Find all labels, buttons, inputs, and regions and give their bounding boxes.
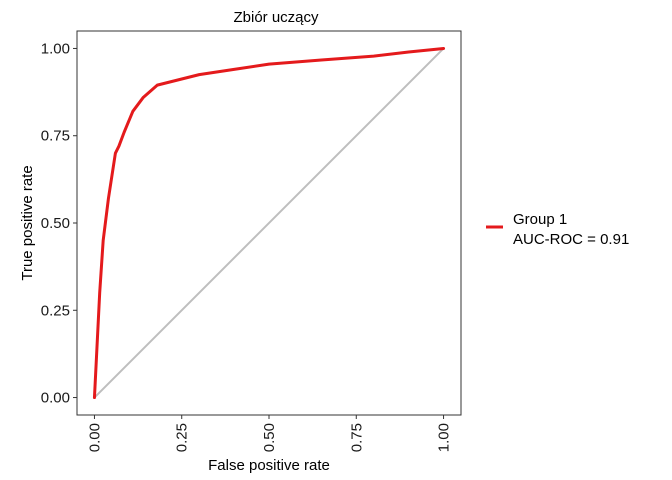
chart-title: Zbiór uczący	[233, 9, 319, 26]
y-tick-label: 0.00	[41, 390, 70, 407]
x-axis: 0.00 0.25 0.50 0.75 1.00	[86, 415, 453, 452]
y-tick-label: 0.75	[41, 128, 70, 145]
y-tick-label: 1.00	[41, 40, 70, 57]
legend-label: AUC-ROC = 0.91	[513, 231, 629, 248]
x-axis-title: False positive rate	[208, 457, 330, 474]
series-layer	[92, 46, 446, 400]
y-tick-label: 0.50	[41, 215, 70, 232]
x-tick-label: 0.50	[261, 423, 278, 452]
reference-diagonal	[93, 47, 445, 399]
y-tick-label: 0.25	[41, 302, 70, 319]
x-tick-label: 0.25	[174, 423, 191, 452]
x-tick-label: 0.00	[86, 423, 103, 452]
legend: Group 1 AUC-ROC = 0.91	[486, 211, 629, 248]
x-tick-label: 0.75	[348, 423, 365, 452]
legend-label: Group 1	[513, 211, 567, 228]
x-tick-label: 1.00	[436, 423, 453, 452]
y-axis-title: True positive rate	[19, 165, 36, 280]
y-axis: 0.00 0.25 0.50 0.75 1.00	[41, 40, 77, 407]
roc-curve-series-1	[92, 46, 446, 400]
reference-layer	[93, 47, 445, 399]
